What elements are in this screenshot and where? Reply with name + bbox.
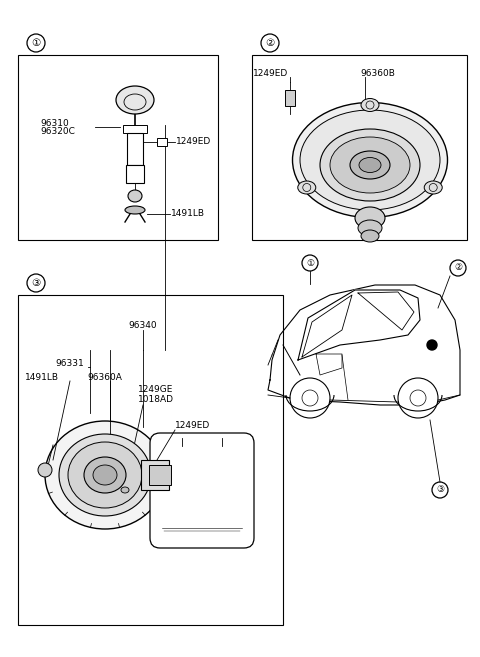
Ellipse shape bbox=[84, 457, 126, 493]
Bar bbox=[18, 55, 218, 240]
Circle shape bbox=[290, 378, 330, 418]
FancyBboxPatch shape bbox=[149, 465, 171, 485]
Ellipse shape bbox=[300, 110, 440, 210]
FancyBboxPatch shape bbox=[285, 90, 295, 106]
Text: ②: ② bbox=[454, 263, 462, 273]
Text: 96360A: 96360A bbox=[87, 373, 122, 382]
Bar bbox=[123, 125, 147, 133]
Ellipse shape bbox=[350, 151, 390, 179]
Polygon shape bbox=[298, 290, 420, 360]
Bar bbox=[252, 55, 467, 240]
Text: 96310: 96310 bbox=[40, 118, 69, 127]
Text: 1018AD: 1018AD bbox=[138, 396, 174, 405]
FancyBboxPatch shape bbox=[141, 460, 169, 490]
Ellipse shape bbox=[358, 220, 382, 236]
Bar bbox=[126, 165, 144, 183]
Text: 1491LB: 1491LB bbox=[25, 373, 59, 382]
Ellipse shape bbox=[330, 137, 410, 193]
Ellipse shape bbox=[361, 230, 379, 242]
Ellipse shape bbox=[125, 206, 145, 214]
Ellipse shape bbox=[45, 421, 165, 529]
FancyBboxPatch shape bbox=[157, 138, 167, 146]
Text: ①: ① bbox=[31, 38, 41, 48]
Ellipse shape bbox=[424, 181, 442, 194]
Ellipse shape bbox=[355, 207, 385, 229]
Ellipse shape bbox=[121, 487, 129, 493]
Text: ③: ③ bbox=[436, 486, 444, 495]
Ellipse shape bbox=[128, 190, 142, 202]
Polygon shape bbox=[268, 285, 460, 405]
Ellipse shape bbox=[359, 158, 381, 173]
Text: 96340: 96340 bbox=[129, 321, 157, 330]
FancyBboxPatch shape bbox=[150, 433, 254, 548]
Text: 1491LB: 1491LB bbox=[171, 210, 205, 219]
Ellipse shape bbox=[298, 181, 316, 194]
Text: ①: ① bbox=[306, 258, 314, 267]
Text: 1249ED: 1249ED bbox=[175, 420, 210, 430]
Circle shape bbox=[398, 378, 438, 418]
Bar bbox=[127, 133, 143, 165]
Text: 1249ED: 1249ED bbox=[253, 68, 288, 78]
Text: 1249ED: 1249ED bbox=[176, 137, 211, 147]
Text: 96331: 96331 bbox=[55, 359, 84, 367]
Text: 96360B: 96360B bbox=[360, 68, 395, 78]
Ellipse shape bbox=[59, 434, 151, 516]
Text: ③: ③ bbox=[31, 278, 41, 288]
Ellipse shape bbox=[320, 129, 420, 201]
Ellipse shape bbox=[292, 102, 447, 217]
Bar bbox=[18, 295, 283, 625]
Circle shape bbox=[427, 340, 437, 350]
Ellipse shape bbox=[93, 465, 117, 485]
Circle shape bbox=[38, 463, 52, 477]
Text: 96320C: 96320C bbox=[40, 127, 75, 135]
Ellipse shape bbox=[68, 442, 142, 508]
Ellipse shape bbox=[361, 99, 379, 112]
Text: 1249GE: 1249GE bbox=[138, 386, 173, 394]
Text: ②: ② bbox=[265, 38, 275, 48]
Ellipse shape bbox=[116, 86, 154, 114]
